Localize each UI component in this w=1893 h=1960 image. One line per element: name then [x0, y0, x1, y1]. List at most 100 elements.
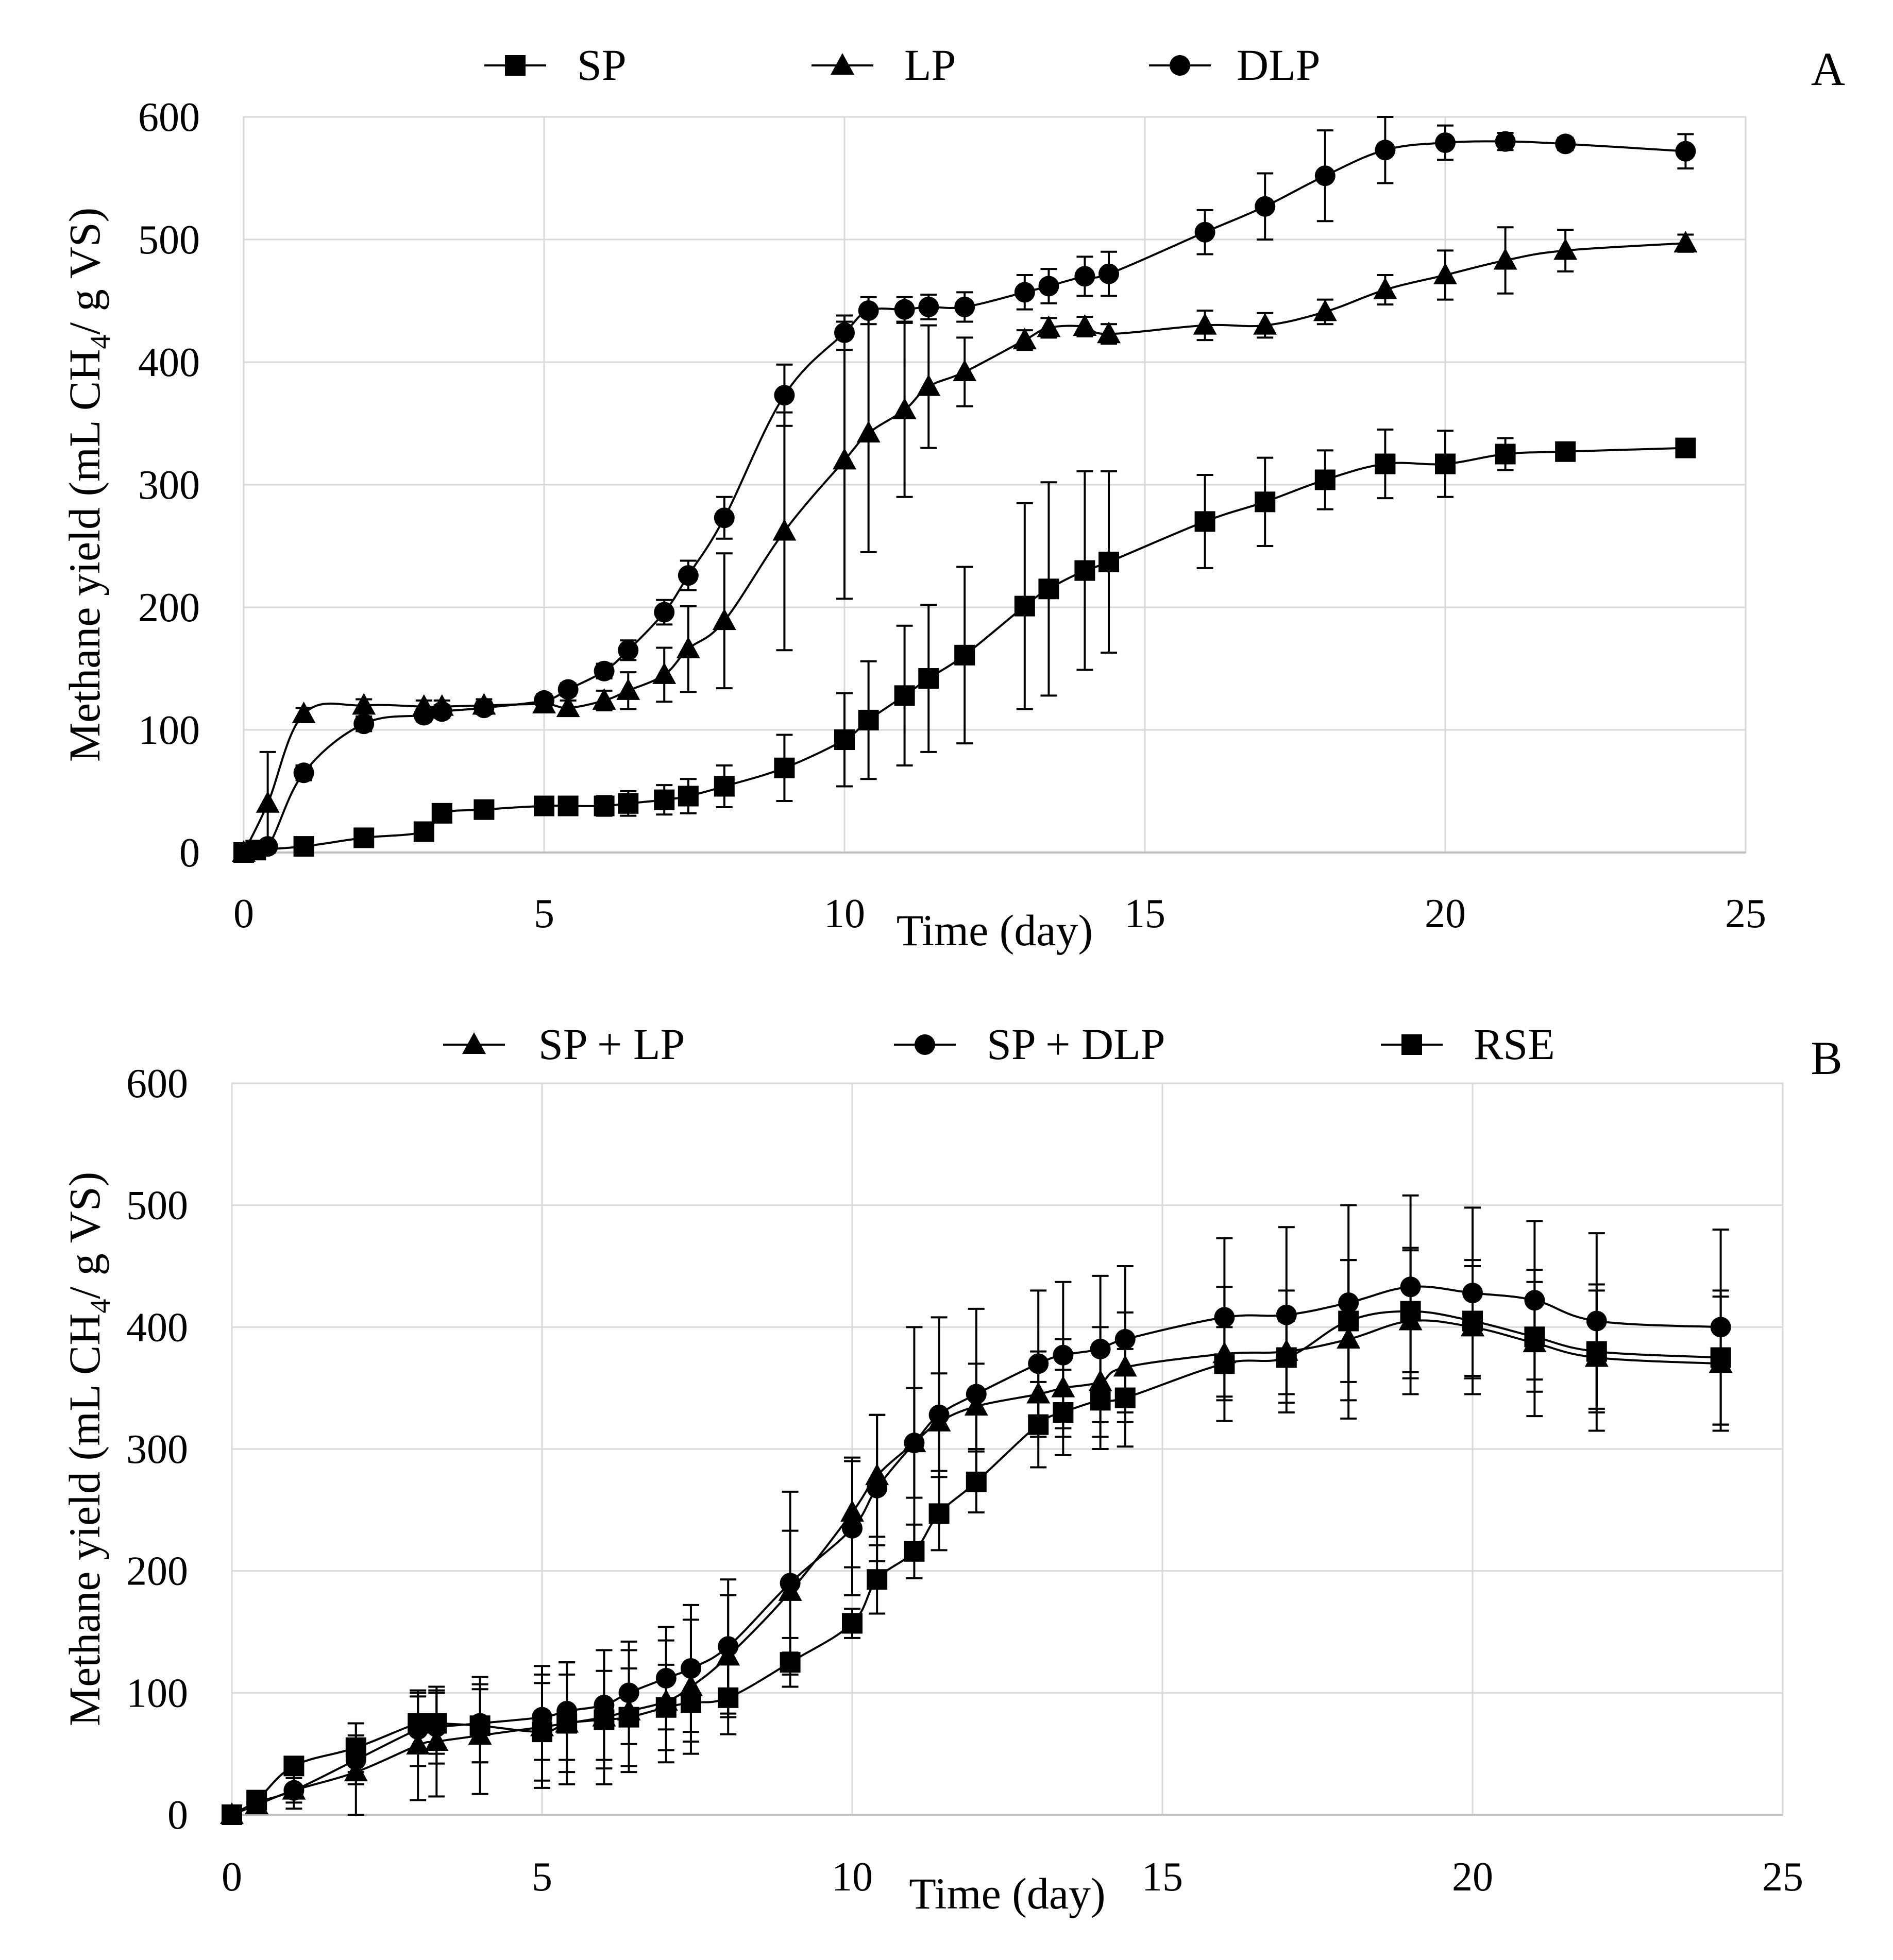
data-point: [618, 640, 639, 661]
legend-label: RSE: [1474, 1019, 1555, 1069]
data-point: [353, 713, 375, 735]
legend-label: DLP: [1237, 40, 1320, 90]
y-tick-label: 500: [138, 217, 200, 263]
data-point: [1314, 469, 1336, 490]
series-line: [243, 447, 1686, 854]
data-point: [1555, 441, 1576, 462]
data-point: [594, 660, 615, 681]
data-point: [1098, 263, 1120, 284]
data-point: [1114, 1387, 1136, 1408]
data-point: [1193, 313, 1217, 335]
data-point: [954, 644, 975, 666]
data-point: [1214, 1307, 1235, 1328]
data-point: [718, 1687, 739, 1708]
data-point: [678, 786, 699, 807]
series-dlp: [233, 116, 1696, 863]
data-point: [233, 842, 254, 863]
chart-panel-a: 0 5 10 15 20 25 0 100 200 300 400 500 600 Time (day) M…: [60, 40, 1845, 955]
legend-label: SP + LP: [538, 1019, 685, 1069]
y-tick-label: 300: [126, 1427, 188, 1472]
data-point: [966, 1471, 987, 1492]
legend-label: LP: [904, 40, 956, 90]
data-point: [834, 729, 855, 751]
data-point: [833, 448, 856, 470]
data-point: [408, 1713, 429, 1734]
data-point: [293, 762, 314, 783]
x-axis-title: Time (day): [897, 906, 1093, 955]
data-point: [618, 793, 639, 814]
legend-marker: [1401, 1034, 1422, 1055]
data-point: [842, 1613, 863, 1634]
y-tick-label: 0: [167, 1793, 188, 1838]
data-point: [892, 397, 917, 419]
data-point: [1037, 315, 1061, 337]
data-point: [592, 688, 616, 710]
data-point: [867, 1569, 888, 1590]
data-point: [413, 821, 434, 842]
data-point: [1495, 444, 1516, 465]
data-point: [292, 702, 316, 724]
data-point: [780, 1652, 801, 1673]
data-point: [557, 795, 579, 816]
legend-marker: [831, 53, 854, 75]
data-point: [1028, 1353, 1049, 1374]
x-tick-label: 15: [1124, 891, 1165, 936]
y-tick-label: 100: [138, 708, 200, 753]
data-point: [1053, 1344, 1074, 1366]
y-tick-label: 0: [179, 830, 200, 876]
legend-label: SP + DLP: [987, 1019, 1165, 1069]
data-point: [1255, 491, 1276, 513]
data-point: [353, 827, 375, 848]
data-point: [256, 791, 280, 813]
legend-marker: [462, 1032, 486, 1054]
legend-label: SP: [577, 40, 627, 90]
data-point: [858, 709, 879, 730]
data-point: [1495, 131, 1516, 152]
data-point: [532, 1722, 552, 1743]
data-point: [1098, 551, 1120, 572]
data-point: [1435, 132, 1456, 153]
data-point: [1433, 263, 1457, 285]
data-point: [858, 300, 879, 321]
x-tick-label: 25: [1725, 891, 1766, 936]
data-point: [1553, 238, 1578, 260]
data-point: [1675, 141, 1696, 162]
data-point: [1255, 196, 1276, 217]
chart-panel-b: 0 5 10 15 20 25 0 100 200 300 400 500 600 Time (day) M…: [60, 1019, 1843, 1918]
data-point: [1313, 299, 1337, 321]
data-point: [654, 789, 675, 810]
data-point: [780, 1573, 801, 1594]
data-point: [1586, 1341, 1607, 1362]
data-point: [712, 608, 736, 630]
data-point: [1038, 276, 1059, 297]
data-point: [917, 374, 941, 396]
data-point: [718, 1636, 739, 1657]
data-point: [222, 1804, 242, 1825]
series-line: [231, 1285, 1721, 1816]
x-tick-label: 10: [832, 1854, 873, 1900]
x-tick-label: 5: [534, 891, 554, 936]
data-point: [1194, 511, 1215, 532]
data-point: [594, 795, 615, 816]
data-point: [1074, 266, 1095, 287]
x-tick-label: 10: [824, 891, 865, 936]
y-axis-title: Methane yield (mL CH4/ g VS): [60, 208, 116, 762]
y-axis-title-subscript: 4: [84, 335, 116, 349]
x-tick-label: 0: [233, 891, 254, 936]
data-point: [1435, 453, 1456, 474]
x-tick-label: 0: [222, 1854, 242, 1900]
legend-marker: [1170, 55, 1190, 76]
data-point: [534, 795, 554, 816]
y-tick-label: 300: [138, 463, 200, 508]
y-tick-label: 200: [126, 1549, 188, 1594]
data-point: [1462, 1310, 1483, 1332]
y-tick-label: 400: [126, 1305, 188, 1350]
data-point: [678, 565, 699, 586]
data-point: [474, 697, 495, 719]
y-tick-label: 600: [126, 1061, 188, 1106]
data-point: [1014, 595, 1035, 617]
data-point: [918, 296, 939, 317]
data-point: [257, 836, 278, 857]
x-tick-label: 20: [1452, 1854, 1493, 1900]
data-point: [714, 776, 735, 797]
